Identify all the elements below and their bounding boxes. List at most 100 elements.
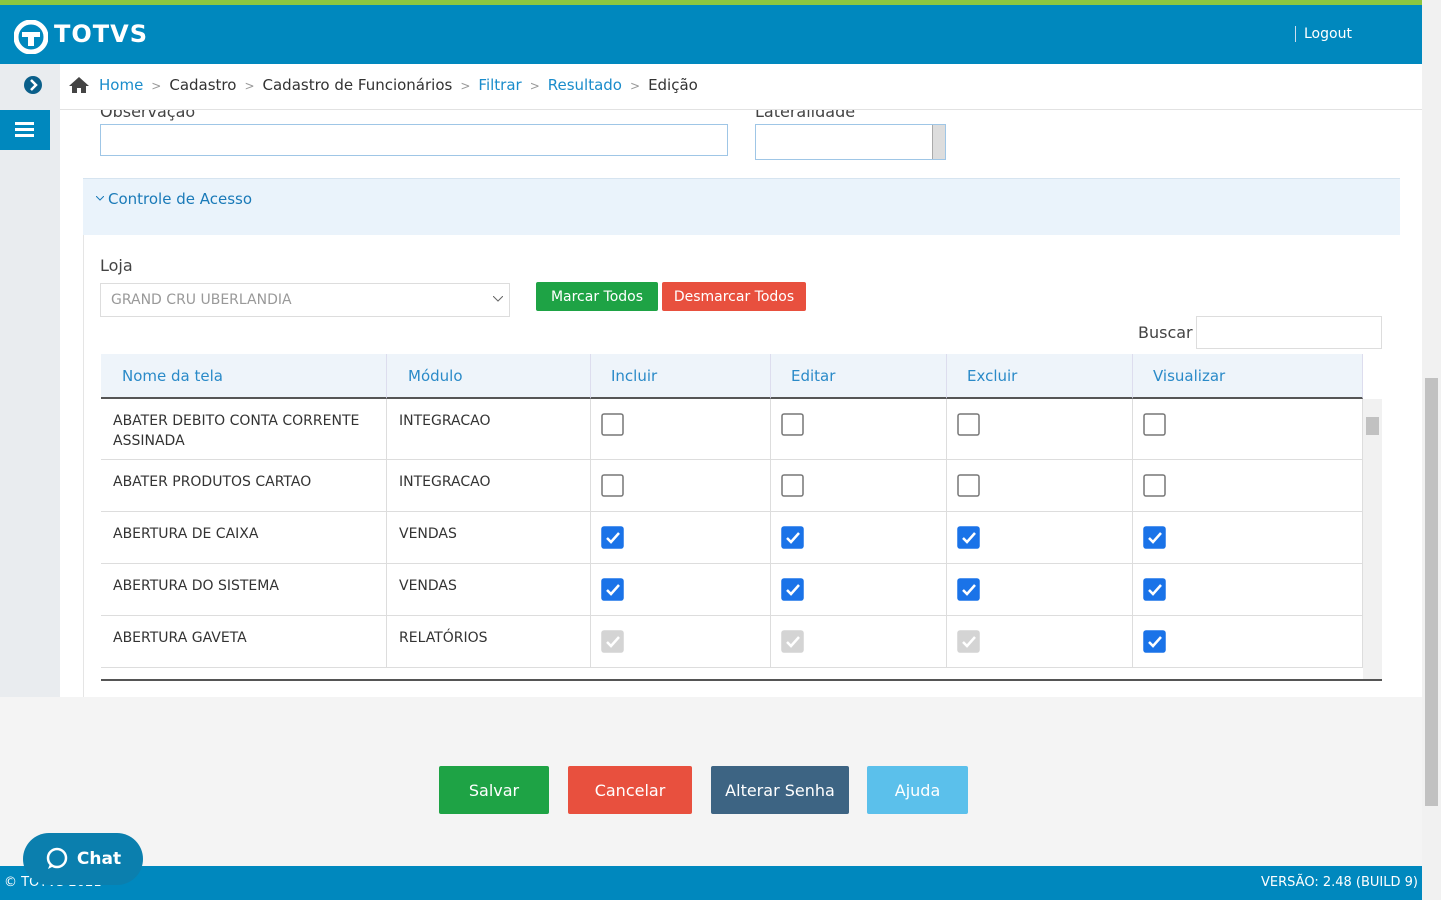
header bbox=[0, 5, 1422, 64]
checkbox[interactable] bbox=[601, 526, 625, 550]
observacao-label: Observação bbox=[100, 110, 196, 121]
search-input[interactable] bbox=[1196, 316, 1382, 349]
checkbox-cell bbox=[1133, 564, 1363, 616]
breadcrumb-item: Edição bbox=[648, 76, 698, 94]
column-header[interactable]: Excluir bbox=[947, 354, 1133, 399]
lateralidade-label: Lateralidade bbox=[755, 110, 856, 121]
table-cell: INTEGRACAO bbox=[387, 460, 591, 512]
checkbox[interactable] bbox=[601, 413, 625, 437]
checkbox bbox=[601, 630, 624, 653]
chat-label: Chat bbox=[76, 849, 122, 869]
checkbox[interactable] bbox=[781, 413, 805, 437]
checkbox[interactable] bbox=[601, 578, 625, 602]
loja-select[interactable]: GRAND CRU UBERLANDIA bbox=[100, 283, 510, 317]
loja-label: Loja bbox=[100, 256, 133, 275]
section-title[interactable]: Controle de Acesso bbox=[108, 190, 253, 208]
checkbox-cell bbox=[1133, 460, 1363, 512]
table-bottom bbox=[101, 679, 1382, 681]
footer: © TOTVS 2021 VERSÃO: 2.48 (BUILD 9) bbox=[0, 866, 1422, 900]
table-scrollbar bbox=[1363, 399, 1382, 680]
mark-all-button[interactable]: Marcar Todos bbox=[536, 282, 658, 311]
breadcrumb-item[interactable]: Filtrar bbox=[478, 76, 522, 94]
lateralidade-select[interactable] bbox=[755, 124, 946, 160]
column-header[interactable]: Módulo bbox=[387, 354, 591, 399]
action-button[interactable]: Alterar Senha bbox=[711, 766, 849, 814]
checkbox-cell bbox=[1133, 616, 1363, 668]
action-button[interactable]: Cancelar bbox=[568, 766, 692, 814]
breadcrumb-separator: > bbox=[630, 79, 641, 93]
checkbox-cell bbox=[591, 399, 771, 460]
table-cell: ABERTURA DE CAIXA bbox=[101, 512, 387, 564]
checkbox-cell bbox=[1133, 399, 1363, 460]
checkbox-cell bbox=[1133, 512, 1363, 564]
table: Nome da tela Módulo Incluir Editar Excluir Vi… bbox=[101, 354, 1382, 680]
checkbox-cell bbox=[947, 399, 1133, 460]
checkbox[interactable] bbox=[1143, 413, 1167, 437]
table-cell: ABERTURA DO SISTEMA bbox=[101, 564, 387, 616]
breadcrumb-separator: > bbox=[244, 79, 255, 93]
checkbox[interactable] bbox=[781, 578, 805, 602]
section-header[interactable] bbox=[83, 178, 1400, 235]
checkbox-cell bbox=[771, 399, 947, 460]
unmark-all-button[interactable]: Desmarcar Todos bbox=[662, 282, 806, 311]
expand-icon[interactable] bbox=[23, 75, 43, 95]
checkbox-cell bbox=[591, 564, 771, 616]
table-cell: INTEGRACAO bbox=[387, 399, 591, 460]
checkbox[interactable] bbox=[781, 474, 805, 498]
content: Observação Lateralidade Controle de Aces… bbox=[60, 110, 1422, 697]
table-cell: ABATER DEBITO CONTA CORRENTE ASSINADA bbox=[101, 399, 387, 460]
breadcrumb-item: Cadastro de Funcionários bbox=[262, 76, 453, 94]
checkbox-cell bbox=[947, 564, 1133, 616]
search-label: Buscar bbox=[1138, 323, 1193, 342]
chevron bbox=[96, 196, 104, 201]
checkbox[interactable] bbox=[1143, 630, 1167, 654]
checkbox[interactable] bbox=[957, 474, 981, 498]
logout[interactable]: Logout bbox=[1295, 26, 1352, 42]
checkbox-cell bbox=[771, 512, 947, 564]
logo: TOTVS bbox=[54, 20, 149, 48]
checkbox[interactable] bbox=[957, 578, 981, 602]
breadcrumb-separator: > bbox=[460, 79, 471, 93]
table-cell: ABATER PRODUTOS CARTAO bbox=[101, 460, 387, 512]
checkbox[interactable] bbox=[1143, 578, 1167, 602]
column-header[interactable]: Nome da tela bbox=[101, 354, 387, 399]
select-arrow bbox=[493, 296, 503, 302]
panel bbox=[83, 235, 1400, 697]
action-button[interactable]: Salvar bbox=[439, 766, 549, 814]
checkbox[interactable] bbox=[1143, 526, 1167, 550]
table-cell: VENDAS bbox=[387, 564, 591, 616]
chat-button[interactable]: Chat bbox=[23, 833, 143, 885]
column-header[interactable]: Incluir bbox=[591, 354, 771, 399]
action-button[interactable]: Ajuda bbox=[867, 766, 968, 814]
checkbox-cell bbox=[947, 616, 1133, 668]
breadcrumb-item: Cadastro bbox=[169, 76, 237, 94]
breadcrumb: Home > Cadastro > Cadastro de Funcionários > F… bbox=[99, 76, 698, 96]
observacao-input[interactable] bbox=[100, 124, 728, 156]
breadcrumb-item[interactable]: Resultado bbox=[547, 76, 622, 94]
checkbox[interactable] bbox=[1143, 474, 1167, 498]
checkbox[interactable] bbox=[601, 474, 625, 498]
checkbox-cell bbox=[591, 460, 771, 512]
column-header[interactable]: Editar bbox=[771, 354, 947, 399]
checkbox[interactable] bbox=[781, 526, 805, 550]
table-cell: VENDAS bbox=[387, 512, 591, 564]
checkbox-cell bbox=[591, 512, 771, 564]
checkbox-cell bbox=[947, 512, 1133, 564]
logo-icon bbox=[14, 20, 48, 54]
checkbox bbox=[781, 630, 804, 653]
breadcrumb-separator: > bbox=[151, 79, 162, 93]
sidebar bbox=[0, 64, 60, 697]
checkbox-cell bbox=[771, 616, 947, 668]
checkbox[interactable] bbox=[957, 413, 981, 437]
checkbox[interactable] bbox=[957, 526, 981, 550]
menu-button[interactable] bbox=[0, 110, 50, 150]
breadcrumb-separator: > bbox=[529, 79, 540, 93]
column-header[interactable]: Visualizar bbox=[1133, 354, 1363, 399]
breadcrumb-item[interactable]: Home bbox=[99, 76, 144, 94]
checkbox-cell bbox=[771, 564, 947, 616]
top-line bbox=[0, 0, 1422, 5]
scroll-thumb[interactable] bbox=[1425, 378, 1438, 806]
table-cell: RELATÓRIOS bbox=[387, 616, 591, 668]
home-icon[interactable] bbox=[68, 76, 90, 94]
